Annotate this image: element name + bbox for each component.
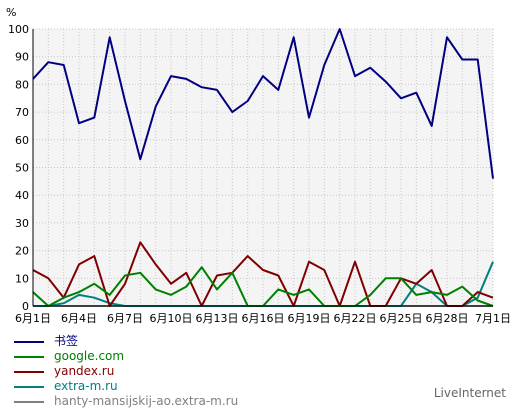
y-tick-label: 20 <box>15 245 29 258</box>
y-tick-label: 90 <box>15 51 29 64</box>
y-axis-ticks: 0 10 20 30 40 50 60 70 80 90 100 <box>8 23 29 313</box>
legend: 书签 google.com yandex.ru extra-m.ru hanty-man… <box>14 334 238 409</box>
y-tick-label: 100 <box>8 23 29 36</box>
x-tick-label: 6月4日 <box>61 312 97 325</box>
legend-swatch <box>14 385 44 388</box>
legend-entry: extra-m.ru <box>14 379 238 394</box>
x-tick-label: 7月1日 <box>475 312 511 325</box>
y-tick-label: 40 <box>15 189 29 202</box>
x-tick-label: 6月13日 <box>196 312 239 325</box>
x-tick-label: 6月19日 <box>288 312 331 325</box>
legend-entry: yandex.ru <box>14 364 238 379</box>
y-tick-label: 80 <box>15 78 29 91</box>
legend-label: extra-m.ru <box>54 379 118 393</box>
brand-label: LiveInternet <box>433 386 506 400</box>
y-tick-label: 0 <box>22 300 29 313</box>
legend-entry: hanty-mansijskij-ao.extra-m.ru <box>14 394 238 409</box>
x-tick-label: 6月16日 <box>242 312 285 325</box>
y-tick-label: 60 <box>15 134 29 147</box>
axes <box>32 29 493 307</box>
legend-label: yandex.ru <box>54 364 115 378</box>
x-tick-label: 6月28日 <box>426 312 469 325</box>
series-line-- <box>32 28 494 179</box>
x-tick-label: 6月25日 <box>380 312 423 325</box>
x-axis-ticks: 6月1日 6月4日 6月7日 6月10日 6月13日 6月16日 6月19日 6月22日 6月2… <box>15 312 511 325</box>
line-chart: % 0 10 20 30 40 50 60 70 80 90 100 6月1日 6月4日 6月7日 6月1… <box>6 6 511 325</box>
y-tick-label: 10 <box>15 272 29 285</box>
y-tick-label: 70 <box>15 106 29 119</box>
legend-swatch <box>14 370 44 373</box>
legend-swatch <box>14 400 44 403</box>
y-tick-label: 30 <box>15 217 29 230</box>
legend-label: hanty-mansijskij-ao.extra-m.ru <box>54 394 239 408</box>
x-tick-label: 6月10日 <box>150 312 193 325</box>
legend-entry: google.com <box>14 349 238 364</box>
x-tick-label: 6月7日 <box>107 312 143 325</box>
legend-entry: 书签 <box>14 334 238 349</box>
grid <box>32 28 494 307</box>
y-tick-label: 50 <box>15 162 29 175</box>
y-axis-label: % <box>6 6 16 19</box>
x-tick-label: 6月1日 <box>15 312 51 325</box>
legend-label: 书签 <box>54 334 79 348</box>
legend-swatch <box>14 355 44 358</box>
legend-label: google.com <box>54 349 125 363</box>
legend-swatch <box>14 340 44 343</box>
x-tick-label: 6月22日 <box>334 312 377 325</box>
